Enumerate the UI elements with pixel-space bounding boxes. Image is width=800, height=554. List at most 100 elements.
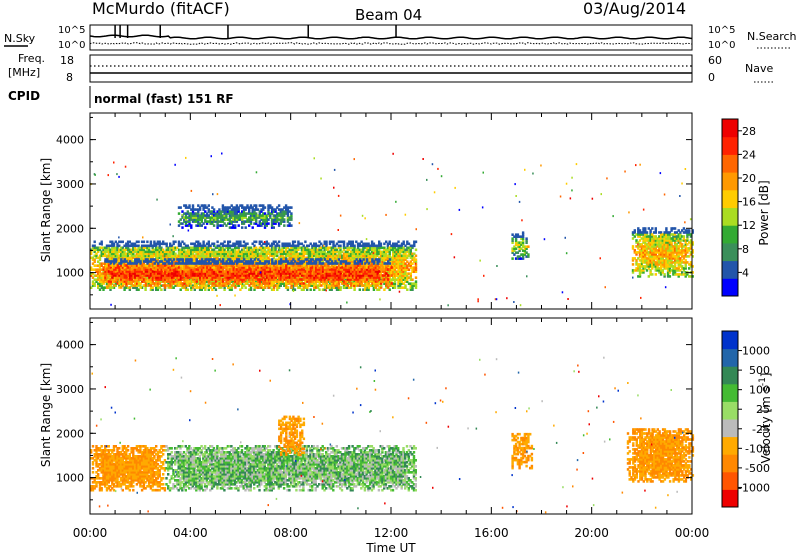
heatmap-cell	[381, 252, 384, 256]
heatmap-cell	[269, 276, 272, 279]
heatmap-cell	[407, 264, 411, 267]
heatmap-cell	[153, 248, 156, 252]
heatmap-cell	[188, 280, 191, 283]
heatmap-cell	[181, 246, 184, 250]
heatmap-cell	[244, 270, 248, 273]
heatmap-cell	[111, 286, 114, 289]
heatmap-cell	[386, 284, 390, 287]
heatmap-cell	[356, 266, 360, 269]
heatmap-cell	[241, 260, 244, 263]
heatmap-cell	[353, 244, 356, 248]
heatmap-cell	[146, 270, 149, 273]
heatmap-cell	[228, 266, 232, 269]
heatmap-cell	[91, 246, 95, 250]
heatmap-cell	[111, 280, 114, 283]
heatmap-cell	[300, 266, 304, 269]
heatmap-cell	[253, 286, 256, 289]
heatmap-cell	[301, 268, 304, 271]
heatmap-cell	[227, 258, 230, 261]
heatmap-cell	[171, 274, 174, 277]
heatmap-cell	[202, 248, 205, 252]
heatmap-cell	[118, 274, 121, 277]
heatmap-cell	[207, 256, 210, 260]
heatmap-cell	[114, 272, 118, 275]
heatmap-cell	[118, 272, 121, 275]
heatmap-cell	[214, 274, 218, 277]
heatmap-cell	[221, 274, 225, 277]
heatmap-cell	[302, 254, 305, 258]
heatmap-cell	[311, 260, 314, 263]
heatmap-cell	[162, 264, 165, 267]
heatmap-cell	[133, 242, 137, 246]
heatmap-cell	[185, 276, 188, 279]
heatmap-cell	[290, 266, 293, 269]
heatmap-cell	[200, 272, 204, 275]
heatmap-cell	[153, 270, 156, 273]
heatmap-cell	[149, 250, 153, 254]
heatmap-cell	[216, 284, 220, 287]
heatmap-cell	[256, 254, 260, 258]
heatmap-cell	[291, 250, 295, 254]
heatmap-cell	[351, 262, 354, 265]
heatmap-cell	[281, 242, 284, 246]
heatmap-cell	[211, 262, 214, 265]
heatmap-cell	[249, 286, 253, 289]
heatmap-cell	[264, 268, 267, 271]
heatmap-cell	[297, 242, 300, 246]
heatmap-cell	[130, 266, 133, 269]
heatmap-cell	[170, 244, 174, 248]
heatmap-cell	[227, 252, 230, 256]
heatmap-cell	[348, 246, 351, 250]
heatmap-cell	[167, 276, 170, 279]
heatmap-cell	[246, 256, 249, 260]
heatmap-cell	[272, 264, 276, 267]
heatmap-cell	[139, 260, 142, 263]
heatmap-cell	[202, 240, 205, 244]
heatmap-cell	[274, 262, 277, 265]
heatmap-cell	[246, 260, 249, 263]
heatmap-cell	[286, 244, 290, 248]
heatmap-cell	[211, 254, 214, 258]
heatmap-cell	[325, 258, 328, 261]
heatmap-cell	[367, 248, 370, 252]
heatmap-cell	[144, 282, 148, 285]
heatmap-cell	[302, 252, 305, 256]
heatmap-cell	[295, 282, 299, 285]
heatmap-cell	[218, 250, 221, 254]
heatmap-cell	[334, 244, 337, 248]
heatmap-cell	[388, 282, 391, 285]
heatmap-cell	[293, 264, 297, 267]
heatmap-cell	[404, 280, 407, 283]
heatmap-cell	[126, 248, 130, 252]
heatmap-cell	[395, 270, 398, 273]
heatmap-cell	[297, 246, 300, 250]
heatmap-cell	[107, 264, 111, 267]
heatmap-cell	[139, 286, 142, 289]
heatmap-cell	[156, 248, 160, 252]
heatmap-cell	[318, 250, 321, 254]
heatmap-cell	[267, 286, 270, 289]
heatmap-cell	[242, 254, 246, 258]
heatmap-cell	[385, 254, 388, 258]
heatmap-cell	[306, 250, 309, 254]
heatmap-cell	[253, 284, 256, 287]
heatmap-cell	[237, 260, 241, 263]
heatmap-cell	[142, 272, 146, 275]
heatmap-cell	[165, 248, 168, 252]
heatmap-cell	[186, 282, 190, 285]
heatmap-cell	[297, 252, 300, 256]
heatmap-cell	[130, 280, 133, 283]
heatmap-cell	[230, 272, 234, 275]
heatmap-cell	[144, 280, 147, 283]
heatmap-cell	[281, 254, 284, 258]
heatmap-cell	[360, 240, 363, 244]
heatmap-cell	[232, 256, 235, 260]
heatmap-cell	[111, 260, 114, 263]
heatmap-cell	[274, 280, 277, 283]
heatmap-cell	[206, 274, 209, 277]
heatmap-cell	[119, 254, 123, 258]
heatmap-cell	[385, 240, 388, 244]
heatmap-cell	[216, 268, 220, 271]
heatmap-cell	[332, 246, 335, 250]
heatmap-cell	[400, 278, 404, 281]
